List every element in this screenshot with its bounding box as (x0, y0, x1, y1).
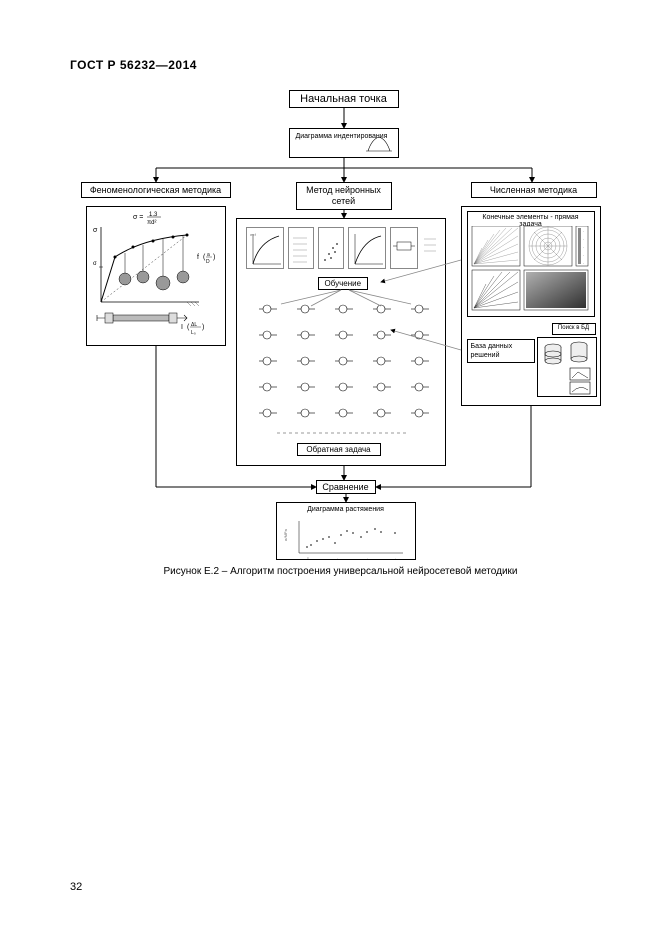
mini-chart (288, 227, 314, 269)
mini-chart (318, 227, 344, 269)
panel-left: σ = 1.3 πd² σ σ (86, 206, 226, 346)
svg-text:f: f (197, 254, 199, 261)
db-label: База данных решений (467, 339, 535, 363)
branch-center-title: Метод нейронных сетей (296, 182, 392, 210)
document-header: ГОСТ Р 56232—2014 (70, 58, 611, 72)
svg-text:σ: σ (93, 227, 98, 234)
svg-text:): ) (213, 254, 215, 261)
svg-text:σ/MPa: σ/MPa (283, 528, 288, 541)
fe-label: Конечные элементы - прямая задача (467, 211, 595, 317)
neural-network-icon (237, 297, 447, 457)
svg-text:(: ( (187, 324, 190, 331)
result-panel-title: Диаграмма растяжения (277, 503, 415, 513)
svg-text:σ: σ (93, 261, 97, 267)
svg-text:-: - (583, 229, 584, 233)
svg-text:D: D (206, 259, 210, 265)
panel-center: σ=f Обучение (236, 218, 446, 466)
svg-text:L₀: L₀ (191, 330, 196, 336)
flowchart-diagram: Начальная точка Диаграмма индентирования… (81, 90, 601, 560)
phenomenological-graph: σ = 1.3 πd² σ σ (87, 207, 227, 347)
page-number: 32 (70, 881, 82, 893)
svg-text:-: - (395, 556, 396, 560)
training-label: Обучение (318, 277, 369, 290)
node-compare: Сравнение (316, 480, 376, 494)
mini-chart: σ=f (246, 227, 284, 269)
branch-right-title: Численная методика (471, 182, 597, 198)
svg-text:σ=f: σ=f (250, 232, 257, 237)
svg-text:-: - (337, 556, 338, 560)
svg-text:-: - (583, 253, 584, 257)
branch-left-title: Феноменологическая методика (81, 182, 231, 198)
node-start: Начальная точка (289, 90, 399, 108)
figure-caption: Рисунок Е.2 – Алгоритм построения универ… (70, 566, 611, 577)
mini-chart (390, 227, 418, 269)
inverse-label: Обратная задача (297, 443, 381, 456)
svg-text:-: - (583, 245, 584, 249)
svg-text:σ =: σ = (133, 214, 143, 221)
svg-text:-: - (583, 237, 584, 241)
database-icon (538, 338, 598, 398)
indenter-icon (366, 135, 392, 153)
svg-text:-: - (367, 556, 368, 560)
tensile-chart-icon: σ/MPa 0 - - - (277, 517, 417, 561)
svg-text:πd²: πd² (147, 220, 156, 226)
svg-text:): ) (202, 324, 204, 331)
svg-text:I: I (181, 324, 183, 331)
mini-chart (422, 227, 440, 269)
node-indent-diagram: Диаграмма индентирования (289, 128, 399, 158)
search-db-label: Поиск в БД (552, 323, 596, 335)
svg-text:-: - (583, 261, 584, 265)
svg-text:0: 0 (307, 556, 309, 560)
panel-right: Конечные элементы - прямая задача (461, 206, 601, 406)
result-panel: Диаграмма растяжения σ/MPa 0 - - - (276, 502, 416, 560)
mini-chart (348, 227, 386, 269)
